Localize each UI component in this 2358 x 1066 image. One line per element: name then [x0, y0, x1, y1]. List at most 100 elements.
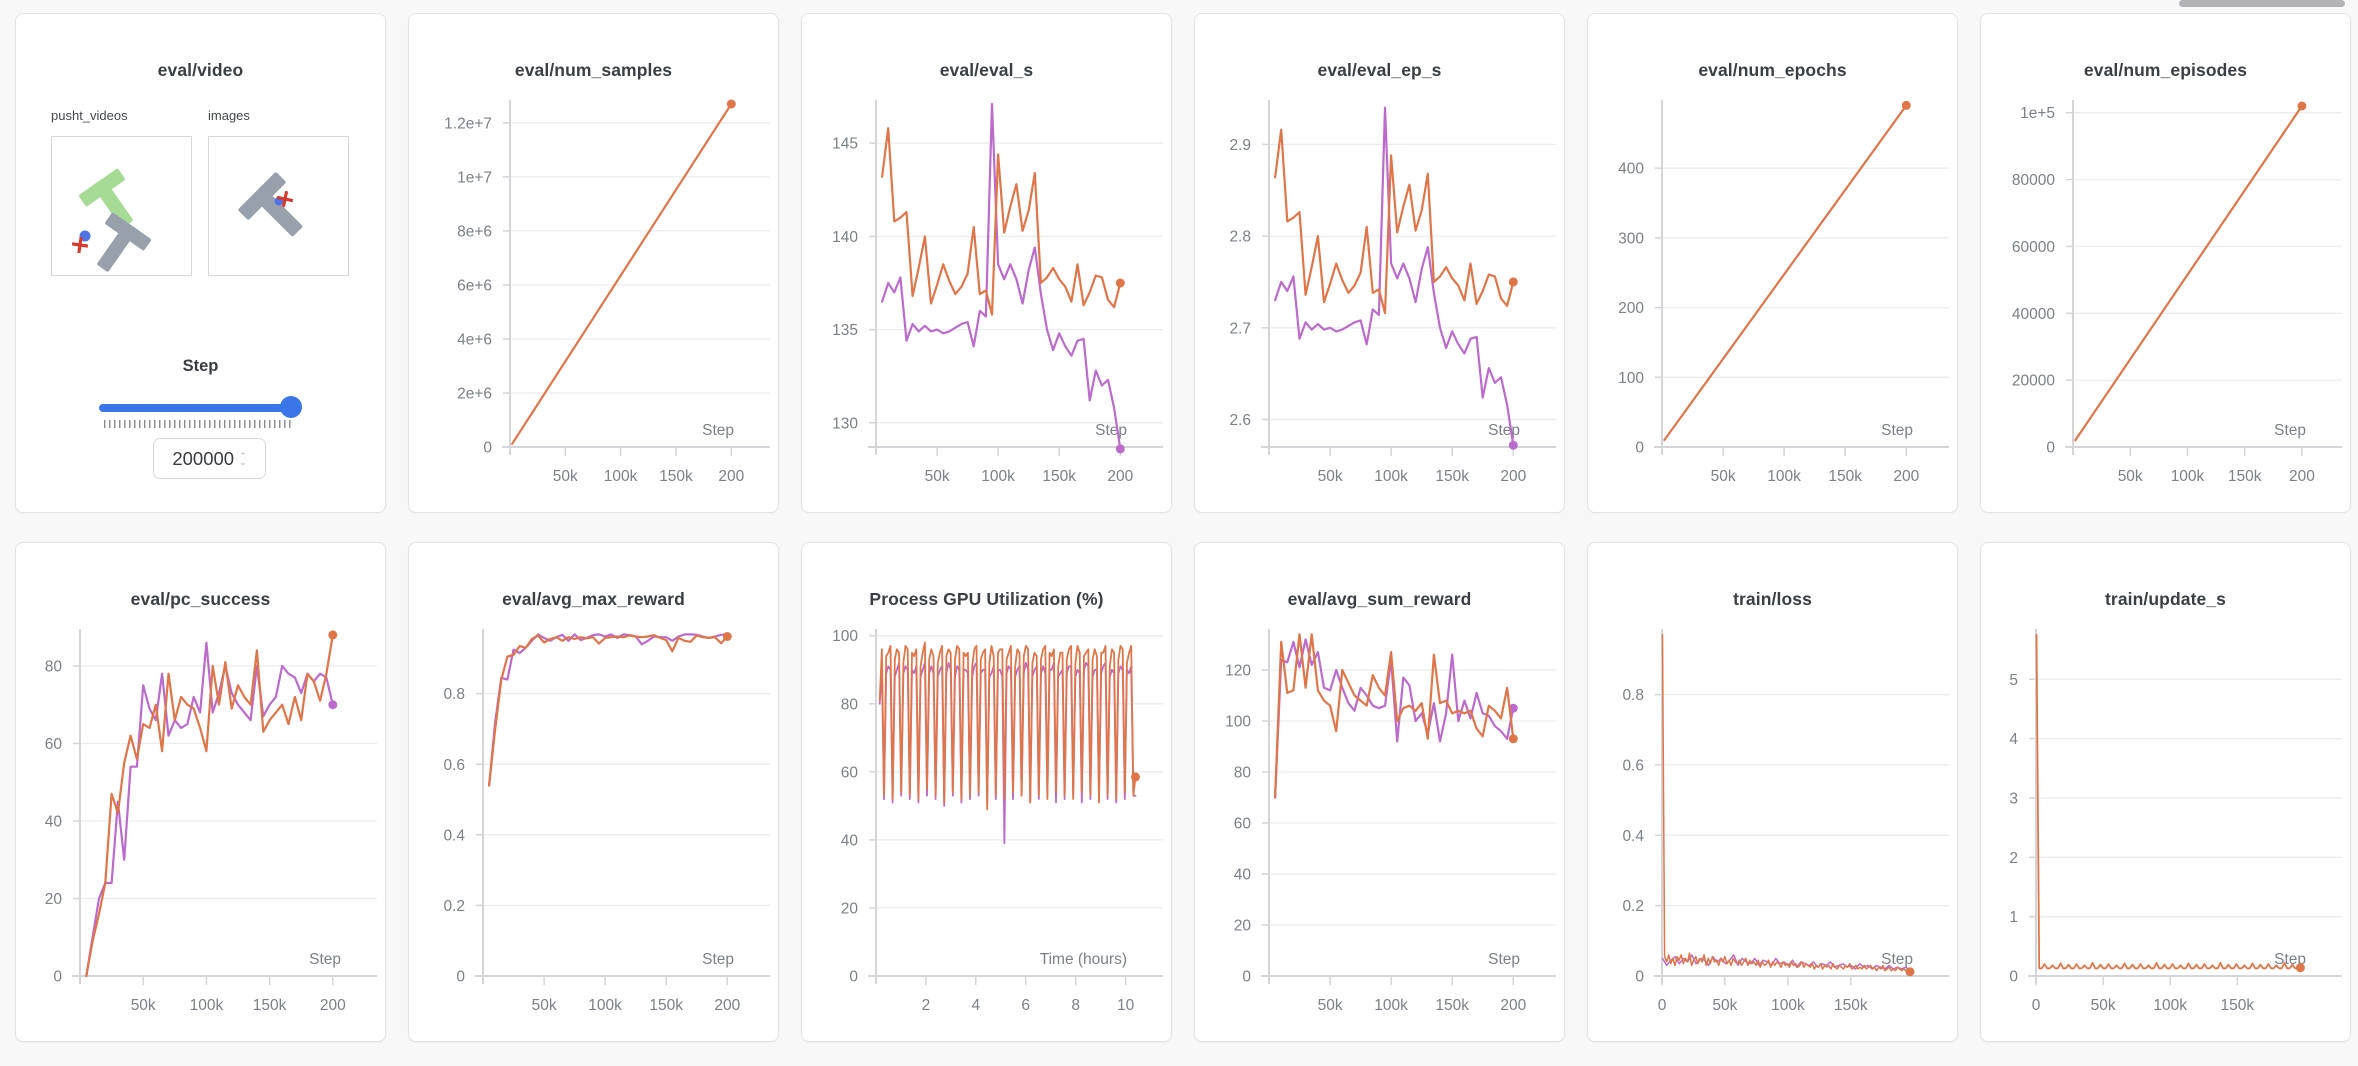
svg-text:0.4: 0.4: [1622, 828, 1644, 845]
svg-text:150k: 150k: [649, 997, 683, 1014]
step-input[interactable]: 200000 ⌃ ⌄: [153, 438, 266, 479]
svg-text:145: 145: [832, 136, 858, 153]
svg-text:Time (hours): Time (hours): [1040, 951, 1127, 968]
svg-text:150k: 150k: [1435, 468, 1469, 485]
svg-text:0.4: 0.4: [443, 827, 465, 844]
svg-text:6e+6: 6e+6: [457, 278, 492, 295]
stepper-down-icon[interactable]: ⌄: [239, 456, 247, 467]
svg-text:6: 6: [1021, 997, 1030, 1014]
svg-text:80: 80: [45, 658, 63, 675]
panel-eval-num-samples: eval/num_samples 0 2e+6 4e+6 6e+6 8e+6 1e+7 1.…: [408, 13, 779, 513]
svg-text:200: 200: [718, 468, 744, 485]
svg-text:20: 20: [45, 891, 63, 908]
stepper-up-icon[interactable]: ⌃: [239, 450, 247, 461]
svg-text:100k: 100k: [1767, 468, 1801, 485]
svg-text:2: 2: [922, 997, 931, 1014]
svg-text:0: 0: [456, 969, 465, 986]
svg-text:100k: 100k: [1374, 997, 1408, 1014]
svg-text:60: 60: [45, 736, 63, 753]
svg-text:50k: 50k: [1712, 997, 1737, 1014]
slider-thumb[interactable]: [280, 396, 302, 418]
svg-text:40: 40: [841, 832, 859, 849]
svg-text:0: 0: [53, 969, 62, 986]
chart-train-update-s[interactable]: 0 1 2 3 4 5 0 50k 100k 150k Step: [1981, 543, 2350, 1041]
svg-text:20: 20: [1234, 918, 1252, 935]
svg-text:4: 4: [971, 997, 980, 1014]
svg-text:0: 0: [1658, 997, 1667, 1014]
media-caption-pusht-videos: pusht_videos: [51, 108, 128, 123]
svg-text:100: 100: [1225, 714, 1251, 731]
chart-eval-pc-success[interactable]: 0 20 40 60 80 50k 100k 150k 200 Step: [16, 543, 385, 1041]
panel-grid: eval/video pusht_videos images: [15, 13, 2351, 1042]
svg-text:Step: Step: [1881, 951, 1913, 968]
svg-text:100k: 100k: [1374, 468, 1408, 485]
chart-eval-eval-ep-s[interactable]: 2.6 2.7 2.8 2.9 50k 100k 150k 200 Step: [1195, 14, 1564, 512]
horizontal-scrollbar[interactable]: [2179, 0, 2345, 7]
step-slider[interactable]: [99, 396, 302, 418]
chart-eval-avg-sum-reward[interactable]: 0 20 40 60 80 100 120 50k 100k 150k 200 Step: [1195, 543, 1564, 1041]
chart-eval-num-epochs[interactable]: 0 100 200 300 400 50k 100k 150k 200 Step: [1588, 14, 1957, 512]
svg-text:50k: 50k: [1711, 468, 1736, 485]
svg-text:150k: 150k: [2228, 468, 2262, 485]
svg-text:0: 0: [483, 440, 492, 457]
svg-text:100k: 100k: [604, 468, 638, 485]
svg-text:4e+6: 4e+6: [457, 332, 492, 349]
svg-text:Step: Step: [1095, 422, 1127, 439]
step-input-stepper[interactable]: ⌃ ⌄: [239, 450, 247, 467]
svg-text:2e+6: 2e+6: [457, 386, 492, 403]
svg-text:150k: 150k: [2220, 997, 2254, 1014]
svg-text:135: 135: [832, 322, 858, 339]
svg-text:3: 3: [2009, 791, 2018, 808]
svg-text:200: 200: [1893, 468, 1919, 485]
goal-cross: [71, 236, 89, 254]
svg-text:100k: 100k: [190, 997, 224, 1014]
chart-eval-num-episodes[interactable]: 0 20000 40000 60000 80000 1e+5 50k 100k 150k 200 S…: [1981, 14, 2350, 512]
svg-text:100k: 100k: [588, 997, 622, 1014]
svg-text:50k: 50k: [2091, 997, 2116, 1014]
svg-text:200: 200: [1618, 300, 1644, 317]
svg-text:Step: Step: [702, 951, 734, 968]
panel-eval-avg-sum-reward: eval/avg_sum_reward 0 20 40 60 80 100 120 50k 10…: [1194, 542, 1565, 1042]
svg-text:40000: 40000: [2012, 306, 2055, 323]
chart-title: train/update_s: [2104, 589, 2226, 609]
svg-text:60: 60: [841, 764, 859, 781]
svg-text:1e+5: 1e+5: [2020, 105, 2055, 122]
chart-process-gpu-utilization[interactable]: 0 20 40 60 80 100 2 4 6 8 10 Time (hours): [802, 543, 1171, 1041]
slider-track[interactable]: [99, 404, 299, 412]
panel-train-loss: train/loss 0 0.2 0.4 0.6 0.8 0 50k 100k 150k Step: [1587, 542, 1958, 1042]
svg-text:8e+6: 8e+6: [457, 223, 492, 240]
svg-text:150k: 150k: [1828, 468, 1862, 485]
svg-text:100k: 100k: [1771, 997, 1805, 1014]
svg-text:0.8: 0.8: [1622, 687, 1644, 704]
video-thumbnail-pusht[interactable]: [51, 136, 192, 276]
svg-text:1e+7: 1e+7: [457, 169, 492, 186]
chart-title: train/loss: [1733, 589, 1812, 609]
svg-text:5: 5: [2009, 672, 2018, 689]
svg-text:Step: Step: [1881, 422, 1913, 439]
svg-text:200: 200: [320, 997, 346, 1014]
svg-text:2.8: 2.8: [1229, 229, 1251, 246]
image-thumbnail[interactable]: [208, 136, 349, 276]
svg-text:40: 40: [45, 814, 63, 831]
svg-text:20: 20: [841, 900, 859, 917]
svg-text:4: 4: [2009, 731, 2018, 748]
chart-eval-num-samples[interactable]: 0 2e+6 4e+6 6e+6 8e+6 1e+7 1.2e+7 50k 100k 150k 20…: [409, 14, 778, 512]
svg-text:150k: 150k: [253, 997, 287, 1014]
chart-title: eval/eval_s: [939, 60, 1034, 80]
svg-text:40: 40: [1234, 867, 1252, 884]
svg-text:80: 80: [1234, 765, 1252, 782]
svg-text:200: 200: [1107, 468, 1133, 485]
chart-eval-eval-s[interactable]: 130 135 140 145 50k 100k 150k 200 Step: [802, 14, 1171, 512]
svg-text:0: 0: [2032, 997, 2041, 1014]
chart-train-loss[interactable]: 0 0.2 0.4 0.6 0.8 0 50k 100k 150k Step: [1588, 543, 1957, 1041]
svg-text:2.6: 2.6: [1229, 412, 1251, 429]
chart-title: eval/num_episodes: [2083, 60, 2248, 80]
chart-eval-avg-max-reward[interactable]: 0 0.2 0.4 0.6 0.8 50k 100k 150k 200 Step: [409, 543, 778, 1041]
svg-text:100: 100: [832, 628, 858, 645]
svg-text:100k: 100k: [981, 468, 1015, 485]
media-caption-images: images: [208, 108, 250, 123]
step-input-value[interactable]: 200000: [172, 447, 235, 469]
pusht-video-frame: [71, 168, 151, 272]
svg-text:Step: Step: [1488, 951, 1520, 968]
svg-text:Step: Step: [309, 951, 341, 968]
